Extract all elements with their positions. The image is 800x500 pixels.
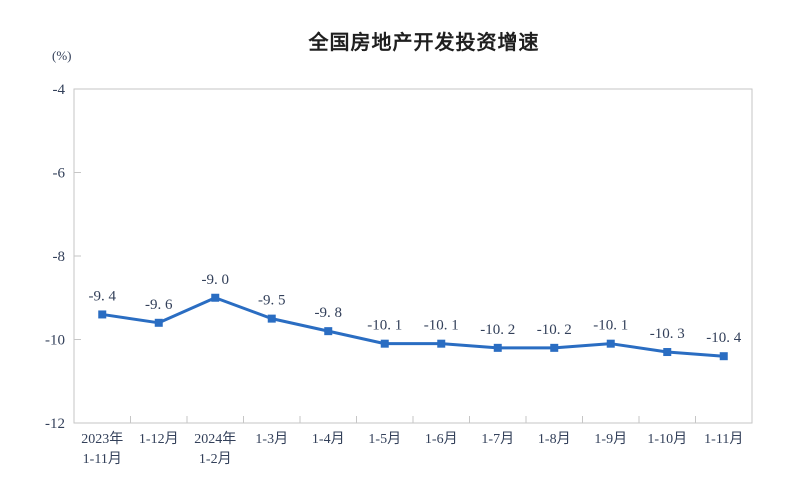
data-point-label: -9. 0 <box>202 272 230 288</box>
x-axis-tick-label: 1-12月 <box>139 431 179 447</box>
data-point-label: -9. 8 <box>315 305 343 321</box>
x-axis-tick-label: 1-3月 <box>255 431 288 447</box>
data-point-marker <box>663 348 672 357</box>
data-point-label: -10. 2 <box>537 322 572 338</box>
data-point-marker <box>606 339 615 348</box>
data-point-label: -9. 5 <box>258 293 286 309</box>
data-point-label: -9. 6 <box>145 297 173 313</box>
y-axis-tick-label: -6 <box>53 166 66 182</box>
x-axis-tick-label: 1-9月 <box>594 431 627 447</box>
chart-title: 全国房地产开发投资增速 <box>308 32 540 54</box>
x-axis-tick-label: 1-8月 <box>538 431 571 447</box>
y-axis-tick-label: -8 <box>53 249 66 265</box>
x-axis-tick-label: 1-4月 <box>312 431 345 447</box>
plot-border <box>73 88 753 424</box>
x-axis-tick-label: 1-11月 <box>704 431 743 447</box>
data-point-marker <box>550 343 559 352</box>
data-point-marker <box>211 293 220 302</box>
data-point-marker <box>324 327 333 336</box>
data-line <box>100 296 726 358</box>
y-axis-unit-label: (%) <box>52 48 72 63</box>
x-axis-tick-label: 1-10月 <box>647 431 687 447</box>
data-point-label: -10. 4 <box>706 330 741 346</box>
y-axis-tick-label: -10 <box>45 333 65 349</box>
data-point-label: -9. 4 <box>89 288 117 304</box>
data-point-marker <box>154 318 163 327</box>
data-point-marker <box>437 339 446 348</box>
data-point-marker <box>98 310 107 319</box>
y-axis-tick-label: -12 <box>45 416 65 432</box>
data-point-label: -10. 2 <box>480 322 515 338</box>
x-axis-tick-label: 1-5月 <box>368 431 401 447</box>
x-axis-tick-label: 2024年 1-2月 <box>194 431 236 467</box>
data-point-label: -10. 1 <box>593 318 628 334</box>
x-axis-tick-label: 1-7月 <box>481 431 514 447</box>
data-point-marker <box>380 339 389 348</box>
x-axis-tick-label: 2023年 1-11月 <box>81 431 123 467</box>
x-axis-tick-label: 1-6月 <box>425 431 458 447</box>
y-axis-tick-label: -4 <box>53 82 66 98</box>
data-point-marker <box>267 314 276 323</box>
data-point-label: -10. 1 <box>367 318 402 334</box>
data-point-label: -10. 1 <box>424 318 459 334</box>
data-point-marker <box>719 352 728 361</box>
data-point-label: -10. 3 <box>650 326 685 342</box>
data-point-marker <box>493 343 502 352</box>
